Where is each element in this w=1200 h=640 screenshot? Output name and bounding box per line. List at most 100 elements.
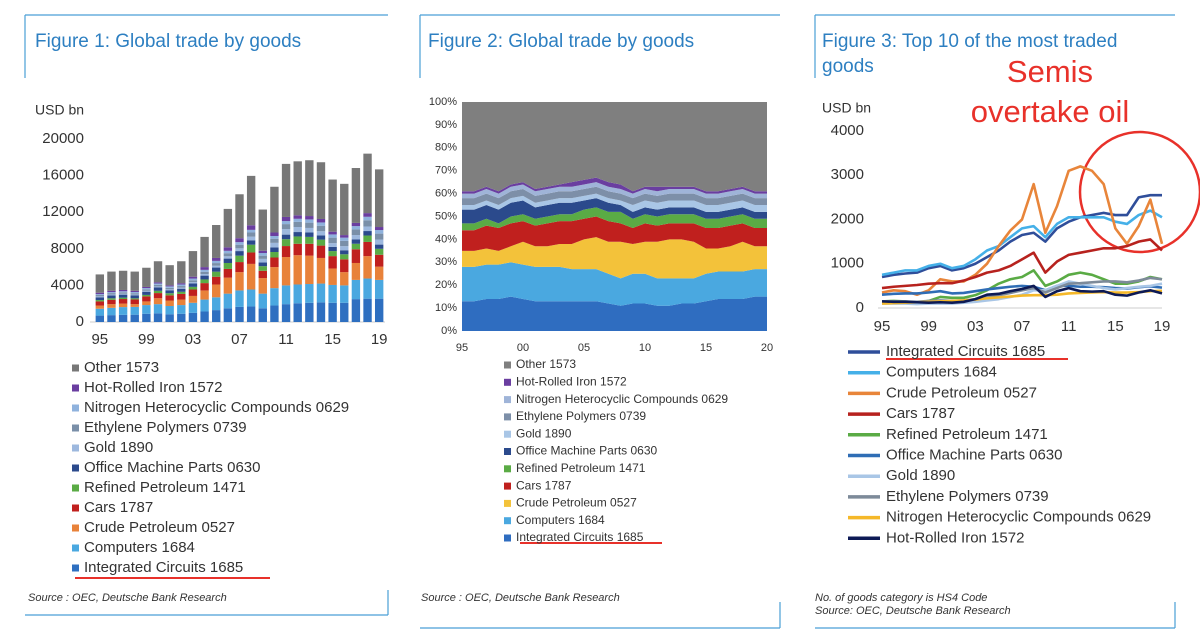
bar-segment: [188, 280, 198, 283]
bar-segment: [351, 243, 361, 250]
bar-segment: [107, 292, 116, 294]
line: [881, 238, 1163, 290]
bar-segment: [177, 305, 186, 314]
legend-swatch: [504, 482, 511, 490]
bar-segment: [281, 246, 291, 258]
bar-segment: [305, 232, 314, 237]
bar-segment: [177, 299, 186, 306]
bar-segment: [316, 302, 326, 322]
bar-segment: [177, 261, 186, 284]
bar-segment: [270, 305, 279, 322]
bar-segment: [188, 282, 198, 284]
bar-segment: [223, 256, 233, 259]
x-tick-label: 07: [231, 331, 248, 348]
bar-segment: [142, 291, 151, 295]
bar-segment: [351, 279, 361, 300]
x-tick-label: 05: [578, 342, 590, 354]
legend-swatch: [504, 361, 511, 369]
bar-segment: [223, 208, 233, 248]
bar-segment: [316, 218, 326, 223]
line: [881, 165, 1164, 297]
bar-segment: [235, 262, 244, 273]
y-tick-label: 8000: [51, 240, 84, 257]
bar-segment: [374, 230, 384, 234]
bar-segment: [270, 238, 279, 243]
bar-segment: [270, 242, 279, 248]
bar-segment: [351, 299, 361, 322]
bar-segment: [293, 255, 302, 285]
legend-label: Computers 1684: [84, 539, 195, 556]
bar-segment: [165, 314, 174, 322]
area: [462, 207, 767, 231]
legend-swatch: [72, 564, 79, 572]
x-tick-label: 99: [138, 331, 155, 348]
legend-swatch: [504, 378, 511, 386]
x-tick-label: 95: [874, 318, 891, 335]
bar-segment: [328, 256, 337, 269]
legend-label: Nitrogen Heterocyclic Compounds 0629: [886, 509, 1151, 526]
bar-segment: [328, 268, 337, 285]
bar-segment: [374, 239, 384, 245]
bar-segment: [212, 257, 221, 261]
bar-segment: [363, 216, 372, 221]
bar-segment: [363, 241, 372, 257]
bar-segment: [281, 257, 291, 286]
bar-segment: [177, 291, 186, 294]
bar-segment: [153, 298, 163, 305]
bar-segment: [374, 248, 384, 255]
bar-segment: [165, 290, 174, 294]
y-tick-label: 90%: [435, 119, 457, 131]
y-tick-label: 4000: [831, 122, 864, 139]
bar-segment: [293, 218, 302, 222]
legend-swatch: [504, 413, 511, 421]
chart-title: Figure 1: Global trade by goods: [35, 31, 302, 52]
bar-segment: [270, 257, 279, 268]
bar-segment: [212, 271, 221, 277]
bar-segment: [328, 237, 337, 244]
bar-segment: [165, 285, 174, 287]
bar-segment: [223, 247, 233, 251]
bar-segment: [258, 258, 267, 263]
bar-segment: [95, 300, 105, 302]
bar-segment: [107, 294, 116, 296]
bar-segment: [316, 283, 326, 303]
legend-label: Gold 1890: [886, 467, 955, 484]
bar-segment: [95, 308, 105, 316]
bar-segment: [305, 284, 314, 303]
bar-segment: [107, 307, 116, 316]
bar-segment: [351, 262, 361, 280]
legend-swatch: [72, 504, 79, 512]
bar-segment: [316, 257, 326, 284]
bar-segment: [305, 219, 314, 223]
bar-segment: [153, 283, 163, 285]
area: [462, 193, 767, 212]
frame: [24, 14, 389, 616]
y-tick-label: 50%: [435, 210, 457, 222]
bar-segment: [246, 244, 256, 253]
bar-segment: [153, 286, 163, 288]
x-tick-label: 03: [185, 331, 202, 348]
bar-segment: [258, 262, 267, 267]
bar-segment: [246, 263, 256, 290]
y-tick-label: 20000: [42, 130, 84, 147]
area: [462, 296, 767, 331]
bar-segment: [142, 305, 151, 314]
bar-segment: [165, 300, 174, 306]
bar-segment: [212, 310, 221, 322]
legend-swatch: [72, 364, 79, 372]
legend-label: Computers 1684: [516, 513, 605, 527]
bar-segment: [246, 252, 256, 264]
y-tick-label: 4000: [51, 276, 84, 293]
legend-label: Ethylene Polymers 0739: [516, 409, 646, 423]
bar-segment: [118, 314, 128, 322]
bar-segment: [281, 216, 291, 222]
bar-segment: [363, 231, 372, 236]
bar-segment: [142, 286, 151, 289]
bar-segment: [165, 305, 174, 315]
bar-segment: [177, 283, 186, 285]
bar-segment: [316, 162, 326, 219]
legend-label: Office Machine Parts 0630: [516, 444, 658, 458]
bar-segment: [281, 229, 291, 235]
bar-segment: [200, 290, 209, 300]
y-tick-label: 70%: [435, 165, 457, 177]
